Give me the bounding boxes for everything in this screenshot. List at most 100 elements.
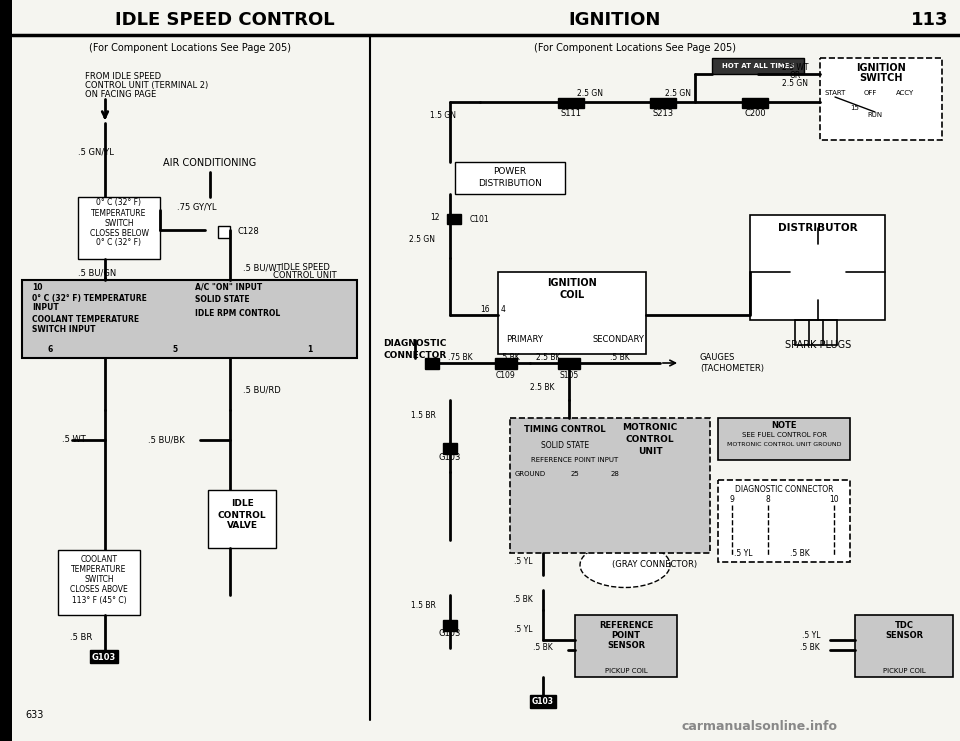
Text: MOTRONIC: MOTRONIC bbox=[622, 424, 678, 433]
Text: A/C "ON" INPUT: A/C "ON" INPUT bbox=[195, 282, 262, 291]
Text: POWER: POWER bbox=[493, 167, 527, 176]
Text: 4: 4 bbox=[501, 305, 506, 314]
Text: OFF: OFF bbox=[863, 90, 876, 96]
Text: FROM IDLE SPEED: FROM IDLE SPEED bbox=[85, 72, 161, 81]
Bar bbox=[58, 550, 140, 615]
Bar bbox=[90, 650, 118, 663]
Text: CONNECTOR: CONNECTOR bbox=[383, 350, 446, 359]
Bar bbox=[718, 418, 850, 460]
Text: CLOSES BELOW: CLOSES BELOW bbox=[89, 228, 149, 238]
Text: AIR CONDITIONING: AIR CONDITIONING bbox=[163, 158, 256, 168]
Text: DISTRIBUTION: DISTRIBUTION bbox=[478, 179, 542, 187]
Text: COOLANT: COOLANT bbox=[81, 556, 117, 565]
Bar bbox=[530, 695, 556, 708]
Text: 1.5 BR: 1.5 BR bbox=[411, 600, 436, 610]
Text: G103: G103 bbox=[532, 697, 554, 706]
Text: 2.5 GN: 2.5 GN bbox=[782, 79, 808, 88]
Text: SWITCH: SWITCH bbox=[105, 219, 133, 227]
Text: SWITCH: SWITCH bbox=[859, 73, 902, 83]
Text: .5 BK: .5 BK bbox=[533, 643, 553, 653]
Text: CLOSES ABOVE: CLOSES ABOVE bbox=[70, 585, 128, 594]
Text: PICKUP COIL: PICKUP COIL bbox=[605, 668, 647, 674]
Text: POINT: POINT bbox=[612, 631, 640, 639]
Text: S111: S111 bbox=[561, 108, 582, 118]
Text: TDC: TDC bbox=[895, 620, 914, 630]
Bar bbox=[218, 226, 230, 238]
Text: 2.5 GN: 2.5 GN bbox=[409, 236, 435, 245]
Text: .5 BU/BK: .5 BU/BK bbox=[148, 436, 184, 445]
Text: 6: 6 bbox=[47, 345, 53, 354]
Text: DIAGNOSTIC: DIAGNOSTIC bbox=[383, 339, 446, 348]
Text: REFERENCE: REFERENCE bbox=[599, 620, 653, 630]
Text: START: START bbox=[825, 90, 846, 96]
Text: 15: 15 bbox=[851, 105, 859, 111]
Text: 10: 10 bbox=[829, 496, 839, 505]
Text: .5 BU/WT: .5 BU/WT bbox=[243, 264, 281, 273]
Text: UNIT: UNIT bbox=[637, 448, 662, 456]
Text: 12: 12 bbox=[430, 213, 440, 222]
Text: CONTROL UNIT (TERMINAL 2): CONTROL UNIT (TERMINAL 2) bbox=[85, 81, 208, 90]
Bar bbox=[495, 358, 517, 369]
Text: OR: OR bbox=[789, 71, 801, 81]
Text: DISTRIBUTOR: DISTRIBUTOR bbox=[779, 223, 858, 233]
Text: (TACHOMETER): (TACHOMETER) bbox=[700, 364, 764, 373]
Text: COIL: COIL bbox=[560, 290, 585, 300]
Text: SWITCH INPUT: SWITCH INPUT bbox=[32, 325, 95, 333]
Text: IDLE SPEED CONTROL: IDLE SPEED CONTROL bbox=[115, 11, 335, 29]
Text: 2.5 GN: 2.5 GN bbox=[665, 88, 691, 98]
Text: .5 BK: .5 BK bbox=[514, 596, 533, 605]
Text: MOTRONIC CONTROL UNIT GROUND: MOTRONIC CONTROL UNIT GROUND bbox=[727, 442, 841, 447]
Text: 2.5 WT: 2.5 WT bbox=[781, 64, 808, 73]
Text: (GRAY CONNECTOR): (GRAY CONNECTOR) bbox=[612, 560, 698, 570]
Text: .5 BK: .5 BK bbox=[500, 353, 520, 362]
Text: 1.5 GN: 1.5 GN bbox=[430, 111, 456, 121]
Text: NOTE: NOTE bbox=[771, 420, 797, 430]
Text: .5 YL: .5 YL bbox=[515, 625, 533, 634]
Text: .5 BK: .5 BK bbox=[801, 643, 820, 653]
Bar bbox=[855, 615, 953, 677]
Text: S213: S213 bbox=[653, 108, 674, 118]
Text: .5 GN/YL: .5 GN/YL bbox=[78, 147, 114, 156]
Text: IDLE SPEED: IDLE SPEED bbox=[280, 264, 329, 273]
Text: S105: S105 bbox=[560, 371, 579, 380]
Text: carmanualsonline.info: carmanualsonline.info bbox=[682, 720, 838, 734]
Bar bbox=[443, 443, 457, 454]
Text: HOT AT ALL TIMES: HOT AT ALL TIMES bbox=[722, 63, 794, 69]
Text: SEE FUEL CONTROL FOR: SEE FUEL CONTROL FOR bbox=[741, 432, 827, 438]
Bar bbox=[498, 272, 646, 354]
Text: .5 BK: .5 BK bbox=[790, 548, 810, 557]
Bar bbox=[455, 162, 565, 194]
Bar bbox=[558, 98, 584, 108]
Text: 25: 25 bbox=[570, 471, 580, 477]
Text: .75 BK: .75 BK bbox=[447, 353, 472, 362]
Text: REFERENCE POINT INPUT: REFERENCE POINT INPUT bbox=[532, 457, 618, 463]
Text: SOLID STATE: SOLID STATE bbox=[540, 440, 589, 450]
Text: ACCY: ACCY bbox=[896, 90, 914, 96]
Text: .5 BR: .5 BR bbox=[70, 634, 92, 642]
Text: 0° C (32° F): 0° C (32° F) bbox=[97, 199, 141, 207]
Text: RUN: RUN bbox=[868, 112, 882, 118]
Text: INPUT: INPUT bbox=[32, 302, 59, 311]
Bar bbox=[0, 0, 12, 741]
Text: .5 WT: .5 WT bbox=[62, 436, 85, 445]
Text: IDLE RPM CONTROL: IDLE RPM CONTROL bbox=[195, 308, 280, 317]
Text: DIAGNOSTIC CONNECTOR: DIAGNOSTIC CONNECTOR bbox=[734, 485, 833, 494]
Text: (For Component Locations See Page 205): (For Component Locations See Page 205) bbox=[89, 43, 291, 53]
Text: VALVE: VALVE bbox=[227, 522, 257, 531]
Text: CONTROL: CONTROL bbox=[218, 511, 266, 519]
Text: .5 BK: .5 BK bbox=[611, 353, 630, 362]
Text: 2.5 GN: 2.5 GN bbox=[577, 88, 603, 98]
Ellipse shape bbox=[580, 542, 670, 588]
Circle shape bbox=[790, 244, 846, 300]
Bar bbox=[650, 98, 676, 108]
Text: GROUND: GROUND bbox=[515, 471, 545, 477]
Text: 28: 28 bbox=[611, 471, 619, 477]
Bar bbox=[718, 480, 850, 562]
Bar bbox=[558, 358, 580, 369]
Text: 10: 10 bbox=[32, 282, 42, 291]
Text: CONTROL UNIT: CONTROL UNIT bbox=[274, 271, 337, 281]
Text: SOLID STATE: SOLID STATE bbox=[195, 296, 250, 305]
Text: SENSOR: SENSOR bbox=[885, 631, 924, 639]
Text: PICKUP COIL: PICKUP COIL bbox=[882, 668, 925, 674]
Text: SPARK PLUGS: SPARK PLUGS bbox=[785, 340, 852, 350]
